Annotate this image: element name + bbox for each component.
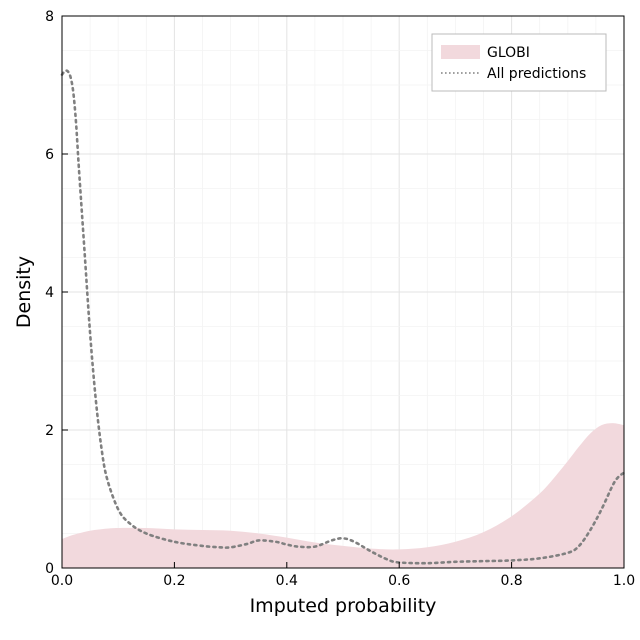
x-tick-label: 0.0 [51,573,73,589]
legend-label-globi: GLOBI [487,45,530,61]
legend-box [431,33,607,92]
x-tick-label: 0.6 [388,573,410,589]
x-tick-label: 0.4 [276,573,298,589]
x-tick-label: 0.8 [500,573,522,589]
grid [61,15,625,569]
y-tick-label: 4 [45,285,54,301]
y-tick-label: 0 [45,561,54,577]
y-tick-label: 6 [45,147,54,163]
legend-swatch-globi [441,45,480,59]
x-tick-label: 0.2 [163,573,185,589]
all-predictions-density-line [60,69,626,565]
y-tick-label: 8 [45,9,54,25]
globi-density-area [62,423,624,568]
legend-label-all-predictions: All predictions [487,66,586,82]
axis-ticks: 0.0 0.2 0.4 0.6 0.8 1.0 0 2 4 6 8 [45,9,635,589]
x-tick-label: 1.0 [613,573,635,589]
y-tick-label: 2 [45,423,54,439]
legend: GLOBI All predictions [431,33,607,92]
x-axis-title: Imputed probability [250,595,437,617]
y-axis-title: Density [13,256,35,328]
